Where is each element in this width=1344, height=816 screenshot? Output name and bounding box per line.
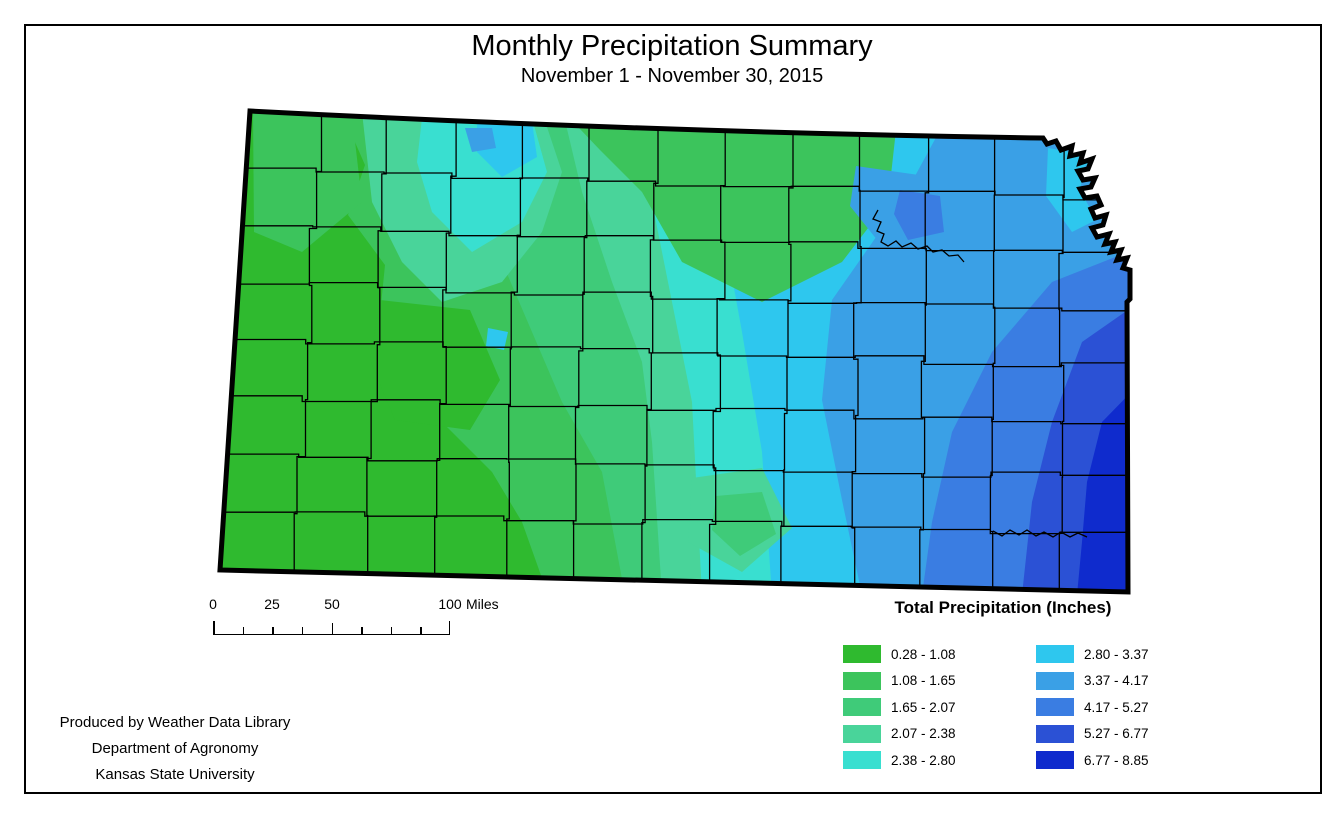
legend-swatch bbox=[1036, 671, 1074, 690]
patch-top-green-bulge bbox=[560, 111, 898, 302]
legend-range-label: 5.27 - 6.77 bbox=[1084, 726, 1149, 741]
legend-swatch bbox=[1036, 724, 1074, 743]
legend-range-label: 6.77 - 8.85 bbox=[1084, 752, 1149, 768]
legend-range-label: 0.28 - 1.08 bbox=[891, 646, 956, 662]
scalebar-tick bbox=[272, 627, 274, 634]
legend-title: Total Precipitation (Inches) bbox=[894, 598, 1112, 617]
scalebar-tick bbox=[390, 627, 393, 634]
scalebar-tick bbox=[213, 621, 215, 634]
scalebar-label-100: 100 bbox=[438, 596, 462, 612]
legend-swatch bbox=[843, 724, 881, 743]
legend-item: 2.80 - 3.37 bbox=[1031, 645, 1168, 663]
legend-swatch bbox=[1036, 751, 1074, 769]
legend-item: 3.37 - 4.17 bbox=[1031, 671, 1168, 690]
patch-north-midblue bbox=[894, 190, 944, 240]
scalebar-label-25: 25 bbox=[264, 596, 280, 612]
river-boundary-kansas-river bbox=[872, 209, 965, 263]
legend-swatch bbox=[843, 645, 881, 663]
legend-item: 4.17 - 5.27 bbox=[1031, 698, 1168, 716]
scalebar-unit: Miles bbox=[466, 596, 499, 612]
legend-item: 6.77 - 8.85 bbox=[1031, 751, 1168, 769]
legend-item: 2.07 - 2.38 bbox=[838, 724, 1031, 743]
scalebar-rule bbox=[213, 620, 450, 635]
scalebar-tick bbox=[420, 627, 422, 634]
credit-line: Kansas State University bbox=[95, 766, 255, 783]
page-border bbox=[24, 24, 1322, 794]
legend-column-left: 0.28 - 1.08 1.08 - 1.65 1.65 - 2.07 2.07… bbox=[838, 645, 1031, 778]
legend-range-label: 1.08 - 1.65 bbox=[891, 673, 956, 688]
map-title: Monthly Precipitation Summary bbox=[471, 30, 873, 62]
legend-item: 1.08 - 1.65 bbox=[838, 671, 1031, 690]
header: Monthly Precipitation Summary November 1… bbox=[24, 30, 1320, 88]
legend-range-label: 3.37 - 4.17 bbox=[1084, 673, 1149, 688]
credits: Produced by Weather Data Library Departm… bbox=[30, 710, 320, 788]
map-surface bbox=[220, 111, 1130, 592]
county-boundaries bbox=[220, 111, 1130, 592]
map-subtitle: November 1 - November 30, 2015 bbox=[520, 65, 824, 87]
legend-range-label: 1.65 - 2.07 bbox=[891, 699, 956, 715]
county-grid-lines bbox=[220, 111, 1130, 592]
scalebar-tick bbox=[361, 627, 363, 634]
scalebar-label-50: 50 bbox=[324, 596, 340, 612]
credit-line: Produced by Weather Data Library bbox=[59, 714, 291, 731]
legend: Total Precipitation (Inches) 0.28 - 1.08… bbox=[838, 598, 1168, 778]
patch-center-cyan-speck bbox=[486, 328, 508, 350]
legend-range-label: 2.38 - 2.80 bbox=[891, 752, 956, 768]
legend-swatch bbox=[843, 698, 881, 716]
patch-nw-lighter-green bbox=[253, 112, 362, 252]
legend-swatch bbox=[1036, 698, 1074, 716]
legend-swatch bbox=[1036, 645, 1074, 663]
legend-swatch bbox=[843, 671, 881, 690]
scalebar-tick bbox=[331, 623, 333, 634]
legend-range-label: 2.07 - 2.38 bbox=[891, 726, 956, 741]
legend-column-right: 2.80 - 3.37 3.37 - 4.17 4.17 - 5.27 5.27… bbox=[1031, 645, 1168, 778]
scalebar-tick bbox=[448, 621, 450, 634]
patch-top-blue-speck bbox=[465, 128, 496, 152]
legend-range-label: 2.80 - 3.37 bbox=[1084, 646, 1149, 662]
legend-item: 2.38 - 2.80 bbox=[838, 751, 1031, 769]
scalebar-tick bbox=[242, 627, 245, 634]
scalebar-tick bbox=[301, 627, 304, 634]
patch-west-green bbox=[370, 300, 500, 430]
legend-item: 0.28 - 1.08 bbox=[838, 645, 1031, 663]
river-boundary-southeast bbox=[992, 529, 1088, 538]
legend-swatch bbox=[843, 751, 881, 769]
legend-range-label: 4.17 - 5.27 bbox=[1084, 699, 1149, 715]
patch-south-mint bbox=[712, 492, 776, 556]
legend-item: 1.65 - 2.07 bbox=[838, 698, 1031, 716]
scalebar: 0 25 50 100 Miles bbox=[206, 596, 516, 640]
legend-item: 5.27 - 6.77 bbox=[1031, 724, 1168, 743]
scalebar-label-0: 0 bbox=[209, 596, 217, 612]
credit-line: Department of Agronomy bbox=[91, 740, 259, 757]
